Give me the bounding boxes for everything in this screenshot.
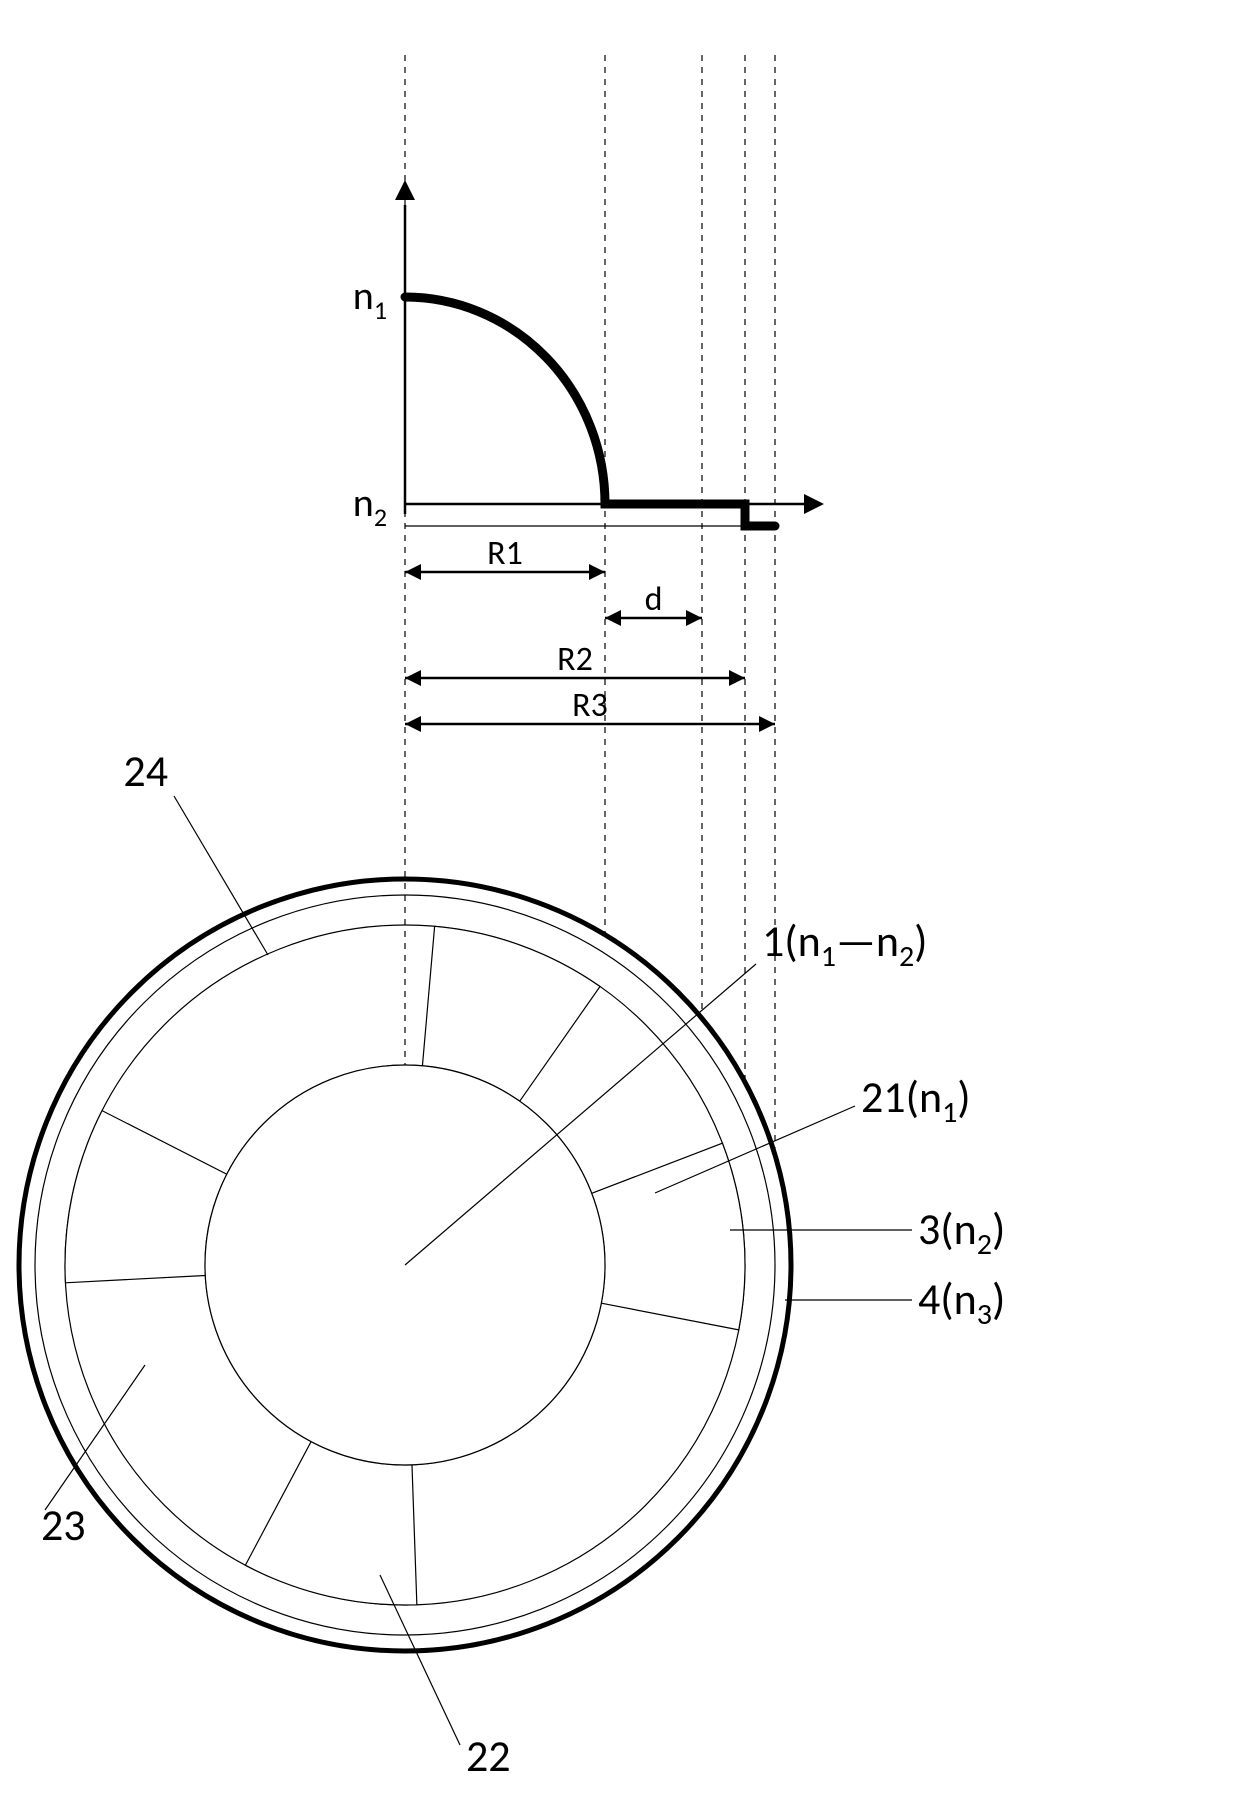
- part-label-3: 3(n2): [918, 1202, 1005, 1263]
- leader-line-21: [655, 1106, 855, 1193]
- dim-label-d: d: [645, 579, 663, 620]
- axis-label-n1: n1: [353, 271, 387, 326]
- part-label-1: 1(n1—n2): [762, 914, 928, 975]
- technical-diagram: n1 n2 R1 d R2 R3 24 1(n1—n2) 21(n1) 3(n2) 4(n3) 23 2…: [0, 0, 1240, 1815]
- index-profile-curve: [405, 297, 775, 526]
- dim-label-R3: R3: [572, 685, 608, 726]
- part-label-24: 24: [123, 744, 168, 798]
- petal-22: [245, 1442, 416, 1605]
- leader-line-24: [174, 796, 268, 955]
- leader-line-22: [380, 1575, 460, 1745]
- dim-label-R1: R1: [487, 533, 523, 574]
- part-label-22: 22: [466, 1729, 511, 1783]
- dim-label-R2: R2: [557, 639, 593, 680]
- petal-21: [592, 1143, 745, 1330]
- part-label-4: 4(n3): [918, 1272, 1005, 1333]
- axis-label-n2: n2: [353, 478, 387, 533]
- petal-23: [65, 1111, 227, 1283]
- part-label-21: 21(n1): [861, 1070, 971, 1131]
- part-label-23: 23: [41, 1498, 86, 1552]
